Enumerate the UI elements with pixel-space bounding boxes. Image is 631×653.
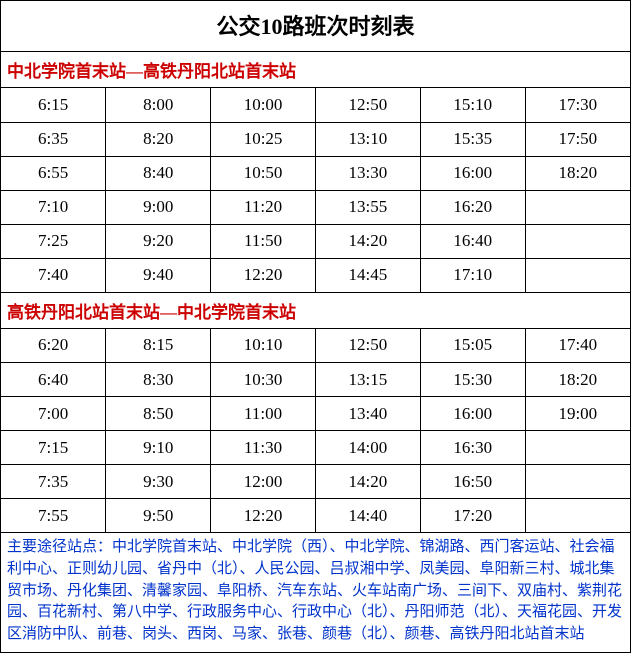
time-cell: 9:40 [106, 258, 211, 292]
time-cell: 8:50 [106, 397, 211, 431]
time-cell [525, 258, 630, 292]
time-cell: 10:30 [211, 363, 316, 397]
time-cell: 17:40 [525, 329, 630, 363]
time-cell [525, 190, 630, 224]
time-cell: 8:15 [106, 329, 211, 363]
time-cell: 14:40 [315, 499, 420, 533]
time-cell: 9:50 [106, 499, 211, 533]
time-cell: 7:55 [1, 499, 106, 533]
time-cell [525, 431, 630, 465]
page-title: 公交10路班次时刻表 [1, 1, 630, 52]
time-cell: 6:15 [1, 88, 106, 122]
time-cell: 6:35 [1, 122, 106, 156]
time-cell [525, 224, 630, 258]
time-cell: 12:00 [211, 465, 316, 499]
time-cell: 7:10 [1, 190, 106, 224]
times-table-1: 6:158:0010:0012:5015:1017:306:358:2010:2… [1, 88, 630, 293]
time-cell: 8:20 [106, 122, 211, 156]
time-cell: 7:35 [1, 465, 106, 499]
time-cell: 13:55 [315, 190, 420, 224]
times-table-2: 6:208:1510:1012:5015:0517:406:408:3010:3… [1, 329, 630, 534]
table-row: 6:158:0010:0012:5015:1017:30 [1, 88, 630, 122]
time-cell: 9:10 [106, 431, 211, 465]
time-cell: 8:40 [106, 156, 211, 190]
section-header-2: 高铁丹阳北站首末站—中北学院首末站 [1, 293, 630, 329]
time-cell: 11:50 [211, 224, 316, 258]
time-cell: 6:20 [1, 329, 106, 363]
time-cell: 14:20 [315, 465, 420, 499]
time-cell: 9:20 [106, 224, 211, 258]
time-cell: 12:50 [315, 88, 420, 122]
table-row: 7:359:3012:0014:2016:50 [1, 465, 630, 499]
time-cell: 17:10 [420, 258, 525, 292]
time-cell: 18:20 [525, 363, 630, 397]
time-cell: 17:50 [525, 122, 630, 156]
time-cell: 6:40 [1, 363, 106, 397]
time-cell: 8:30 [106, 363, 211, 397]
time-cell: 17:20 [420, 499, 525, 533]
time-cell: 16:00 [420, 156, 525, 190]
time-cell [525, 499, 630, 533]
time-cell: 7:25 [1, 224, 106, 258]
time-cell: 16:20 [420, 190, 525, 224]
time-cell: 14:45 [315, 258, 420, 292]
time-cell: 10:00 [211, 88, 316, 122]
table-row: 7:008:5011:0013:4016:0019:00 [1, 397, 630, 431]
time-cell: 14:20 [315, 224, 420, 258]
time-cell: 11:30 [211, 431, 316, 465]
time-cell: 13:15 [315, 363, 420, 397]
section-header-1: 中北学院首末站—高铁丹阳北站首末站 [1, 52, 630, 88]
time-cell: 18:20 [525, 156, 630, 190]
time-cell: 9:00 [106, 190, 211, 224]
table-row: 6:358:2010:2513:1015:3517:50 [1, 122, 630, 156]
time-cell: 12:20 [211, 258, 316, 292]
time-cell: 13:30 [315, 156, 420, 190]
time-cell: 11:20 [211, 190, 316, 224]
time-cell: 10:25 [211, 122, 316, 156]
time-cell: 19:00 [525, 397, 630, 431]
table-row: 6:408:3010:3013:1515:3018:20 [1, 363, 630, 397]
schedule-container: 公交10路班次时刻表 中北学院首末站—高铁丹阳北站首末站 6:158:0010:… [0, 0, 631, 653]
time-cell: 8:00 [106, 88, 211, 122]
table-row: 6:558:4010:5013:3016:0018:20 [1, 156, 630, 190]
time-cell: 12:50 [315, 329, 420, 363]
footnote: 主要途径站点：中北学院首末站、中北学院（西）、中北学院、锦湖路、西门客运站、社会… [1, 533, 630, 652]
table-row: 6:208:1510:1012:5015:0517:40 [1, 329, 630, 363]
time-cell: 6:55 [1, 156, 106, 190]
footnote-label: 主要途径站点： [7, 539, 112, 555]
time-cell: 15:35 [420, 122, 525, 156]
table-row: 7:409:4012:2014:4517:10 [1, 258, 630, 292]
time-cell: 11:00 [211, 397, 316, 431]
time-cell: 15:10 [420, 88, 525, 122]
time-cell: 16:00 [420, 397, 525, 431]
table-row: 7:259:2011:5014:2016:40 [1, 224, 630, 258]
time-cell: 15:05 [420, 329, 525, 363]
time-cell: 15:30 [420, 363, 525, 397]
time-cell: 13:10 [315, 122, 420, 156]
time-cell: 10:50 [211, 156, 316, 190]
table-row: 7:559:5012:2014:4017:20 [1, 499, 630, 533]
time-cell [525, 465, 630, 499]
time-cell: 10:10 [211, 329, 316, 363]
time-cell: 13:40 [315, 397, 420, 431]
time-cell: 16:40 [420, 224, 525, 258]
time-cell: 14:00 [315, 431, 420, 465]
time-cell: 17:30 [525, 88, 630, 122]
table-row: 7:109:0011:2013:5516:20 [1, 190, 630, 224]
time-cell: 16:50 [420, 465, 525, 499]
time-cell: 9:30 [106, 465, 211, 499]
time-cell: 7:00 [1, 397, 106, 431]
time-cell: 7:40 [1, 258, 106, 292]
time-cell: 16:30 [420, 431, 525, 465]
time-cell: 7:15 [1, 431, 106, 465]
time-cell: 12:20 [211, 499, 316, 533]
table-row: 7:159:1011:3014:0016:30 [1, 431, 630, 465]
